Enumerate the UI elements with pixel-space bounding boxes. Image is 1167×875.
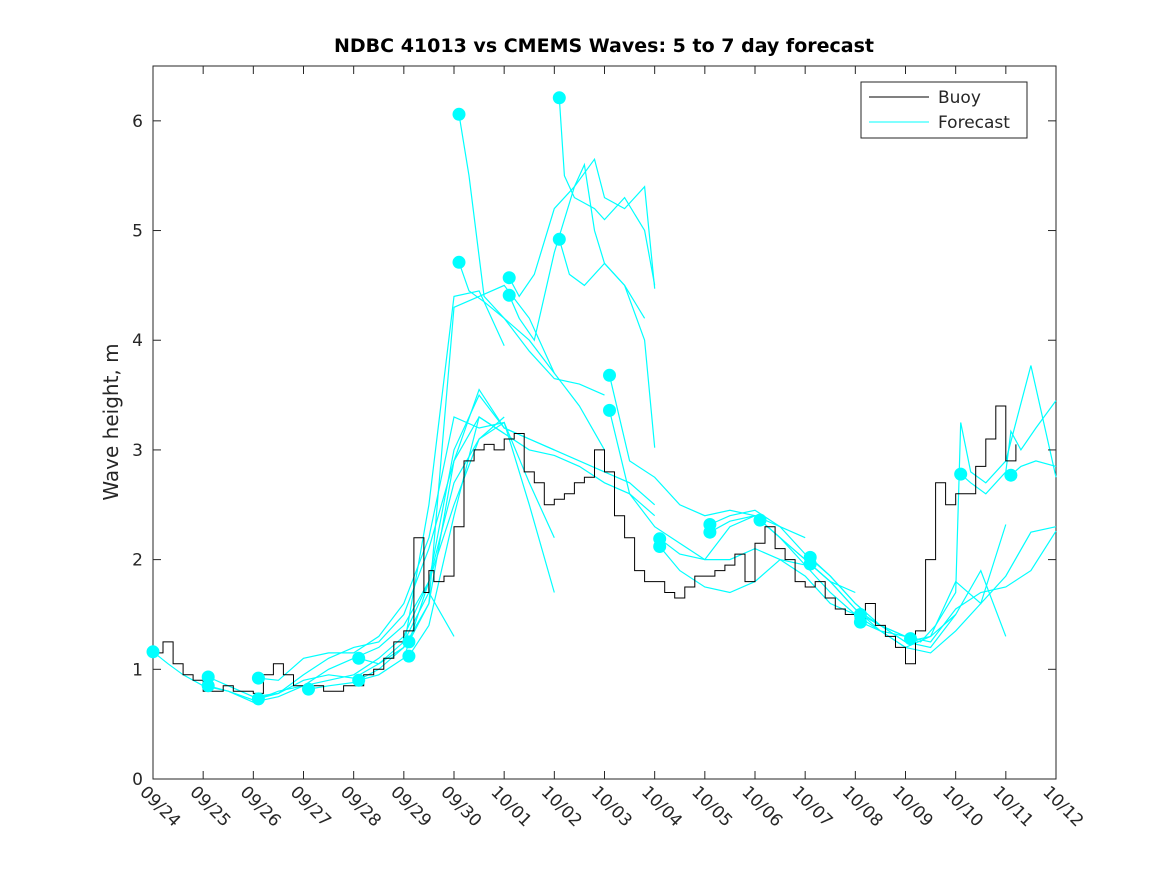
legend-forecast-label: Forecast (938, 113, 1010, 133)
forecast-start-marker-6 (302, 682, 315, 696)
forecast-line-16 (558, 239, 656, 448)
forecast-start-marker-30 (1004, 468, 1018, 482)
forecast-start-marker-15 (552, 91, 566, 105)
y-axis-label: Wave height, m (99, 343, 123, 500)
forecast-start-marker-8 (352, 673, 366, 687)
y-tick-label-4: 4 (132, 331, 143, 351)
forecast-start-marker-16 (552, 232, 566, 246)
forecast-start-marker-28 (904, 632, 917, 646)
forecast-line-12 (458, 262, 605, 396)
legend: Buoy Forecast (860, 81, 1028, 139)
forecast-start-marker-10 (402, 649, 416, 663)
forecast-start-marker-27 (853, 615, 867, 629)
forecast-start-marker-3 (201, 679, 215, 693)
forecast-start-marker-11 (452, 107, 466, 121)
forecast-start-marker-17 (603, 368, 616, 382)
legend-box (860, 81, 1028, 139)
forecast-line-9 (408, 388, 656, 643)
legend-buoy-label: Buoy (938, 88, 981, 108)
forecast-start-marker-22 (703, 525, 717, 539)
forecast-start-marker-7 (352, 651, 366, 665)
series-layer (152, 97, 1057, 703)
forecast-start-marker-20 (653, 540, 667, 553)
forecast-line-13 (508, 157, 656, 298)
y-tick-label-2: 2 (132, 551, 143, 571)
forecast-line-30 (1010, 460, 1057, 476)
forecast-start-marker-1 (146, 645, 160, 659)
y-tick-label-3: 3 (132, 441, 143, 461)
forecast-line-10 (408, 416, 656, 657)
forecast-line-1 (152, 591, 455, 701)
forecast-start-marker-9 (402, 635, 416, 649)
forecast-start-marker-23 (753, 513, 767, 527)
y-tick-label-6: 6 (132, 112, 143, 132)
forecast-start-marker-29 (954, 467, 968, 481)
forecast-start-marker-14 (502, 288, 516, 302)
forecast-start-marker-13 (502, 271, 516, 285)
y-tick-label-1: 1 (132, 660, 143, 680)
forecast-line-28 (910, 365, 1057, 643)
forecast-start-marker-4 (251, 671, 265, 685)
forecast-line-26 (860, 530, 1057, 643)
forecast-line-17 (608, 375, 806, 539)
y-tick-label-5: 5 (132, 222, 143, 242)
forecast-line-11 (458, 114, 606, 451)
forecast-start-marker-18 (603, 403, 616, 417)
forecast-start-marker-12 (452, 255, 466, 269)
marker-layer (146, 91, 1018, 706)
y-tick-label-0: 0 (132, 770, 143, 790)
forecast-start-marker-25 (803, 557, 817, 571)
forecast-line-29 (960, 400, 1057, 495)
chart-title: NDBC 41013 vs CMEMS Waves: 5 to 7 day fo… (334, 35, 874, 57)
forecast-line-15 (558, 97, 656, 286)
forecast-start-marker-5 (251, 692, 265, 706)
